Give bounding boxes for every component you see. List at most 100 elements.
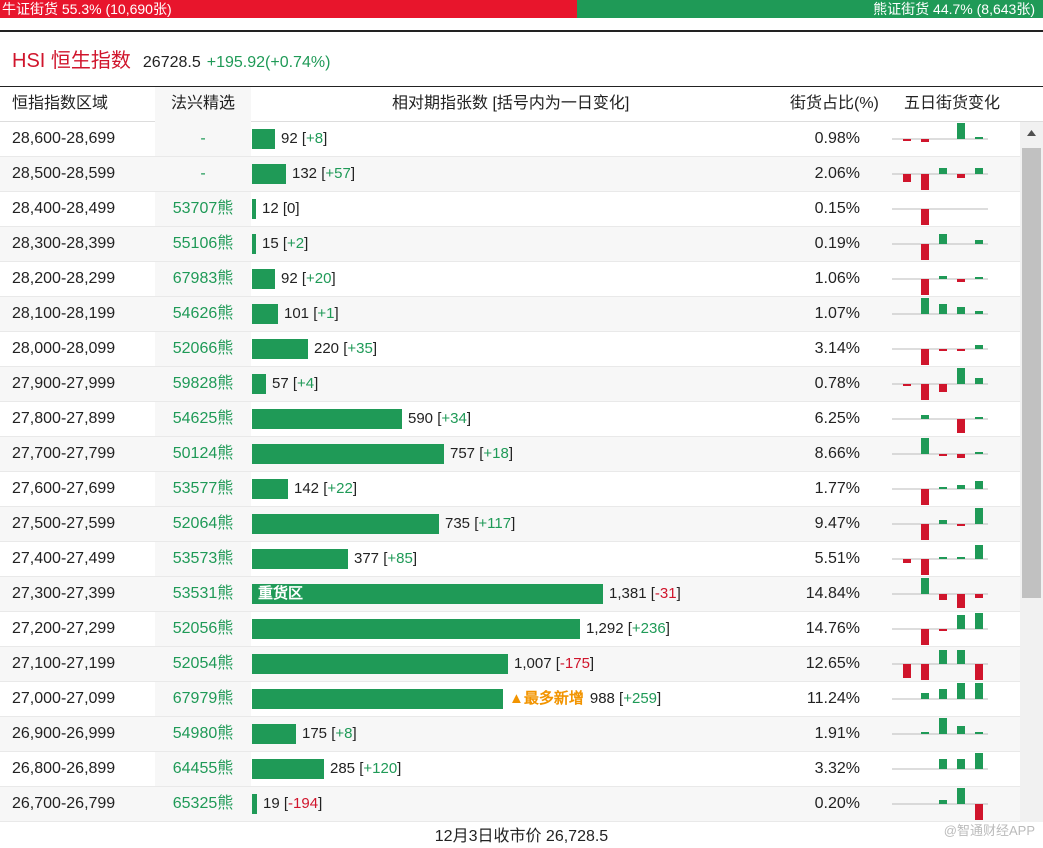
warrant-pick-cell[interactable]: 52056熊 [155, 612, 251, 646]
trend-bar [921, 298, 929, 314]
warrant-pick-cell: - [200, 165, 206, 182]
count-bar [252, 409, 402, 429]
count-label: 735 [+117] [445, 515, 516, 532]
closing-price-note: 12月3日收市价 26,728.5 [434, 828, 609, 845]
table-row: 28,600-28,699 - 92 [+8] 0.98% [0, 122, 1020, 157]
count-bar [252, 269, 275, 289]
count-change: +259 [623, 690, 658, 707]
warrant-pick-cell[interactable]: 52054熊 [172, 655, 234, 672]
trend-bar [957, 307, 965, 314]
trend-bar [975, 804, 983, 820]
trend-bar [957, 615, 965, 629]
scrollbar-thumb[interactable] [1022, 148, 1041, 598]
count-bar [252, 199, 256, 219]
count-value: 57 [272, 375, 289, 392]
count-value: 142 [294, 480, 320, 497]
share-pct-cell: 1.06% [814, 270, 860, 287]
trend-bar [939, 759, 947, 769]
count-change: +35 [347, 340, 373, 357]
count-change: +4 [297, 375, 315, 392]
count-bar [252, 584, 603, 604]
count-label: 1,007 [-175] [514, 655, 595, 672]
warrant-pick-cell[interactable]: 55106熊 [172, 235, 234, 252]
five-day-trend-chart [892, 578, 988, 608]
warrant-pick-cell[interactable]: 53531熊 [172, 585, 234, 602]
count-bar [252, 549, 348, 569]
warrant-pick-cell[interactable]: 67979熊 [155, 682, 251, 716]
table-row: 27,400-27,499 53573熊 377 [+85] 5.51% [0, 542, 1020, 577]
index-change: +195.92(+0.74%) [206, 54, 331, 71]
trend-bar [975, 311, 983, 314]
five-day-trend-chart [892, 613, 988, 645]
count-value: 377 [354, 550, 380, 567]
warrant-pick-cell[interactable]: 54980熊 [172, 725, 234, 742]
range-cell: 26,900-26,999 [12, 725, 116, 742]
trend-bar [957, 349, 965, 351]
warrant-pick-cell[interactable]: 50124熊 [172, 445, 234, 462]
warrant-pick-cell[interactable]: 52066熊 [155, 332, 251, 366]
column-header-range: 恒指指数区域 [12, 95, 109, 112]
count-label: 142 [+22] [294, 480, 357, 497]
trend-bar [975, 683, 983, 699]
trend-bar [921, 209, 929, 225]
scroll-up-arrow-icon[interactable] [1020, 122, 1043, 144]
count-change: +85 [387, 550, 413, 567]
share-pct-cell: 0.19% [814, 235, 860, 252]
five-day-trend-chart [892, 168, 988, 190]
table-row: 27,300-27,399 53531熊 重货区 1,381 [-31] 14.84% [0, 577, 1020, 612]
trend-bar [939, 650, 947, 664]
warrant-pick-cell[interactable]: 65325熊 [172, 795, 234, 812]
trend-bar [921, 384, 929, 400]
trend-bar [975, 545, 983, 559]
warrant-pick-cell[interactable]: 54625熊 [155, 402, 251, 436]
five-day-trend-chart [892, 788, 988, 820]
table-row: 28,400-28,499 53707熊 12 [0] 0.15% [0, 192, 1020, 227]
five-day-trend-chart [892, 753, 988, 770]
most-added-badge: ▲最多新增 [509, 690, 584, 707]
column-header-bar: 相对期指张数 [括号内为一日变化] [392, 95, 630, 112]
column-header-pick: 法兴精选 [171, 95, 236, 112]
warrant-pick-cell[interactable]: 52064熊 [172, 515, 234, 532]
count-change: -175 [559, 655, 590, 672]
index-header: HSI 恒生指数 26728.5 +195.92(+0.74%) [12, 44, 330, 74]
trend-bar [921, 174, 929, 190]
share-pct-cell: 9.47% [814, 515, 860, 532]
share-pct-cell: 0.78% [814, 375, 860, 392]
bull-bear-ratio-bar: 牛证街货 55.3% (10,690张) 熊证街货 44.7% (8,643张) [0, 0, 1043, 18]
trend-bar [957, 419, 965, 433]
trend-bar [921, 489, 929, 505]
table-row: 27,500-27,599 52064熊 735 [+117] 9.47% [0, 507, 1020, 542]
table-row: 28,000-28,099 52066熊 220 [+35] 3.14% [0, 332, 1020, 367]
trend-bar [957, 650, 965, 664]
count-change: +18 [483, 445, 509, 462]
warrant-pick-cell[interactable]: 59828熊 [172, 375, 234, 392]
trend-bar [939, 557, 947, 559]
share-pct-cell: 3.32% [814, 760, 860, 777]
five-day-trend-chart [892, 718, 988, 735]
warrant-pick-cell[interactable]: 53707熊 [155, 192, 251, 226]
count-label: 15 [+2] [262, 235, 309, 252]
table-row: 27,200-27,299 52056熊 1,292 [+236] 14.76% [0, 612, 1020, 647]
five-day-trend-chart [892, 345, 988, 365]
count-label: 377 [+85] [354, 550, 417, 567]
count-change: +22 [327, 480, 353, 497]
trend-bar [921, 693, 929, 699]
share-pct-cell: 3.14% [814, 340, 860, 357]
warrant-pick-cell[interactable]: 53577熊 [155, 472, 251, 506]
count-value: 132 [292, 165, 318, 182]
count-label: 220 [+35] [314, 340, 377, 357]
share-pct-cell: 2.06% [814, 165, 860, 182]
warrant-pick-cell[interactable]: 53573熊 [155, 542, 251, 576]
count-bar [252, 514, 439, 534]
warrant-pick-cell[interactable]: 54626熊 [172, 305, 234, 322]
warrant-pick-cell[interactable]: 67983熊 [155, 262, 251, 296]
count-change: +8 [335, 725, 353, 742]
range-cell: 28,300-28,399 [12, 235, 116, 252]
five-day-trend-chart [892, 368, 988, 400]
count-label: 1,292 [+236] [586, 620, 670, 637]
vertical-scrollbar[interactable] [1020, 122, 1043, 822]
warrant-pick-cell[interactable]: 64455熊 [155, 752, 251, 786]
range-cell: 28,200-28,299 [12, 270, 116, 287]
trend-bar [903, 559, 911, 563]
trend-bar [957, 279, 965, 282]
